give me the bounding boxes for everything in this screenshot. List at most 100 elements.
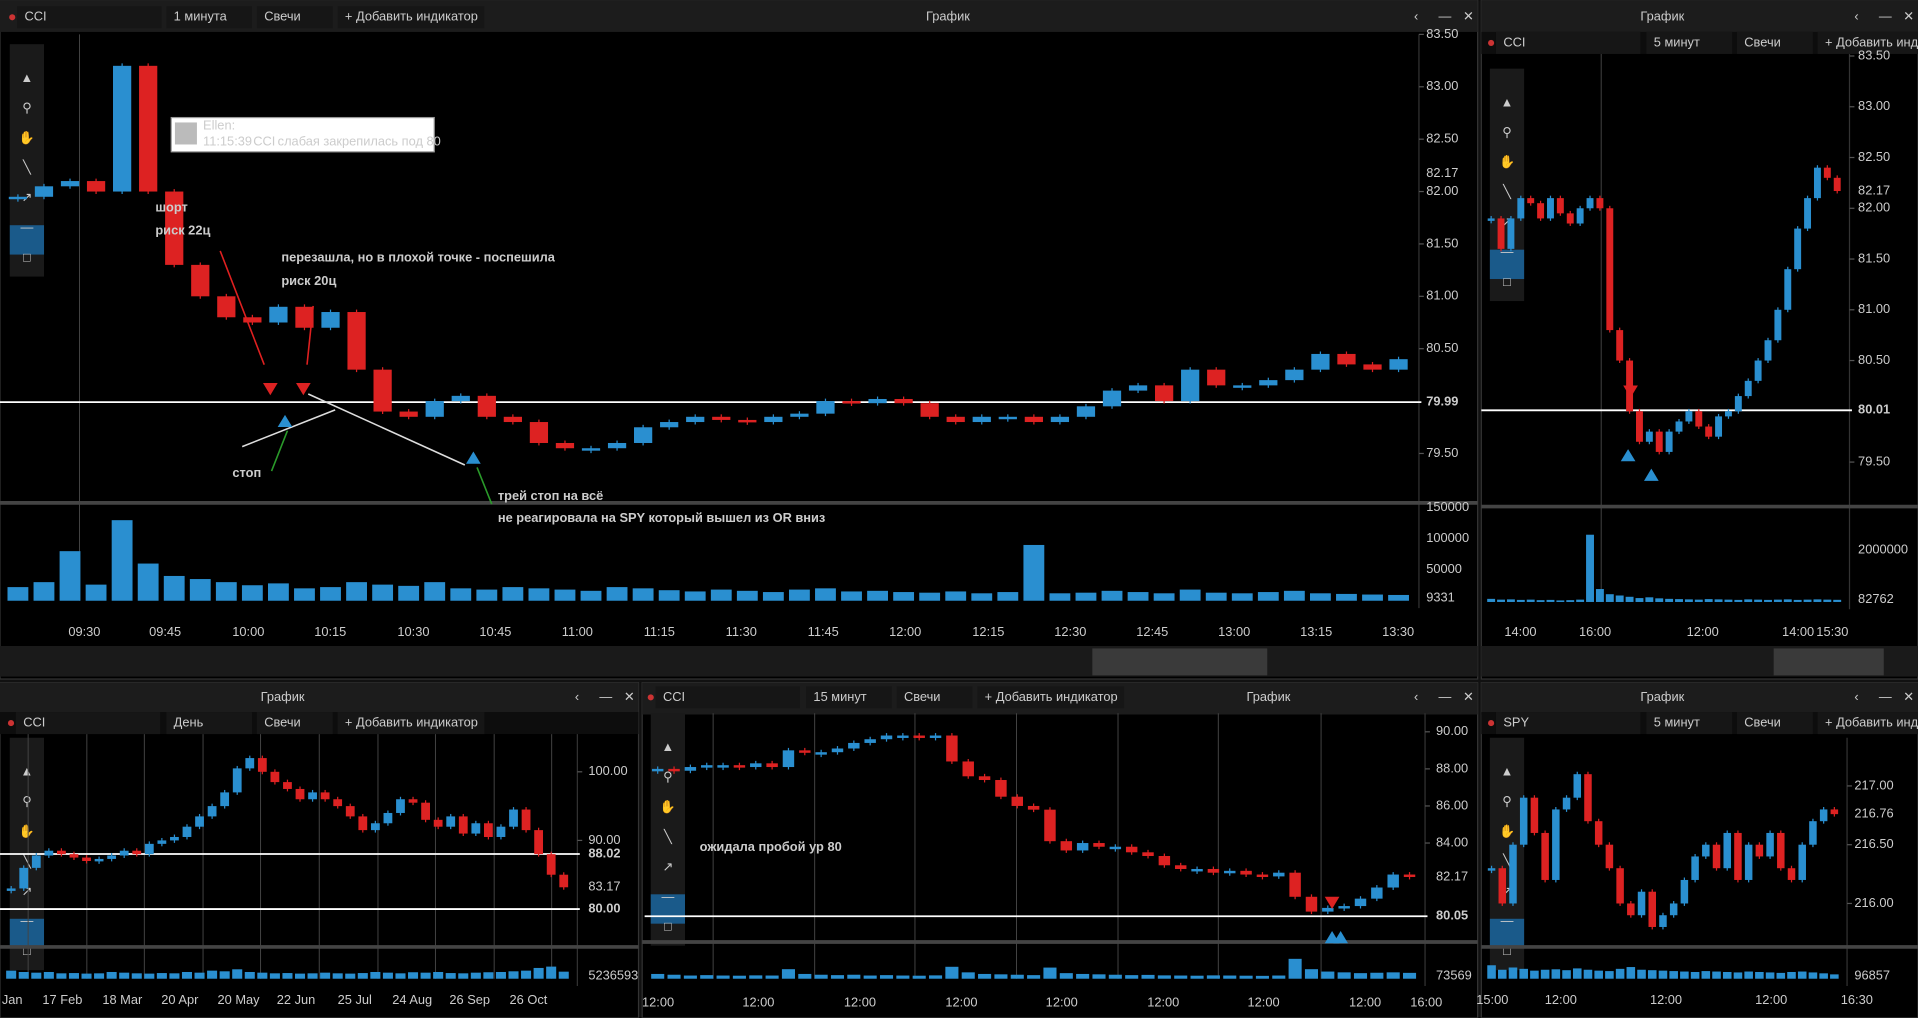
toolbar-interval[interactable]: 5 минут (1654, 714, 1700, 729)
toolbar-field[interactable] (1646, 31, 1733, 54)
volume-bar (1658, 970, 1668, 979)
toolbar-field[interactable] (1736, 712, 1813, 735)
toolbar-field[interactable] (806, 686, 892, 709)
toolbar-field[interactable] (256, 712, 333, 735)
toolbar-field[interactable] (337, 6, 485, 29)
tool-icon[interactable]: ⚲ (1502, 124, 1511, 139)
window-button[interactable]: ✕ (1903, 9, 1914, 24)
tool-icon[interactable]: ⚲ (1502, 793, 1511, 808)
toolbar-field[interactable] (655, 686, 800, 709)
toolbar-add-indicator[interactable]: + Добавить индикатор (1825, 34, 1918, 49)
tool-icon[interactable]: — (20, 913, 33, 928)
tool-icon[interactable]: — (20, 220, 33, 235)
tool-icon[interactable]: ╲ (22, 159, 32, 176)
tool-icon[interactable]: □ (23, 943, 31, 958)
window-button[interactable]: — (1879, 689, 1892, 704)
window-button[interactable]: ‹ (575, 689, 579, 704)
window-button[interactable]: ✕ (1463, 689, 1474, 704)
tool-icon[interactable]: ⚲ (22, 100, 31, 115)
tool-icon[interactable]: — (1501, 913, 1514, 928)
toolbar-field[interactable] (17, 6, 162, 29)
tool-icon[interactable]: □ (1503, 943, 1511, 958)
toolbar-field[interactable] (337, 712, 485, 735)
tool-icon[interactable]: ▲ (21, 763, 34, 778)
candle (929, 735, 942, 738)
toolbar-add-indicator[interactable]: + Добавить индикатор (345, 9, 478, 24)
toolbar-field[interactable] (1736, 31, 1813, 54)
tool-icon[interactable]: — (661, 889, 674, 904)
toolbar-symbol[interactable]: SPY (1503, 714, 1529, 729)
window-button[interactable]: ‹ (1414, 689, 1418, 704)
toolbar-add-indicator[interactable]: + Добавить индикатор (1825, 714, 1918, 729)
candle (1680, 879, 1689, 904)
toolbar-interval[interactable]: 5 минут (1654, 34, 1700, 49)
toolbar-chart-style[interactable]: Свечи (904, 689, 941, 704)
tool-icon[interactable]: ↗ (22, 883, 33, 898)
window-button[interactable]: ‹ (1414, 9, 1418, 24)
window-button[interactable]: ‹ (1854, 689, 1858, 704)
window-button[interactable]: ✕ (1463, 9, 1474, 24)
time-label: 22 Jun (277, 992, 316, 1007)
tool-icon[interactable]: ▲ (1501, 763, 1514, 778)
toolbar-symbol[interactable]: CCI (663, 689, 685, 704)
tool-icon[interactable]: ╲ (1502, 183, 1512, 200)
window-button[interactable]: — (1439, 689, 1452, 704)
tool-icon[interactable]: ▲ (662, 739, 675, 754)
toolbar-field[interactable] (1495, 712, 1641, 735)
toolbar-add-indicator[interactable]: + Добавить индикатор (345, 714, 478, 729)
window-button[interactable]: ✕ (1903, 689, 1914, 704)
toolbar-field[interactable] (166, 6, 252, 29)
tool-icon[interactable]: ▲ (21, 70, 34, 85)
tool-icon[interactable]: ↗ (1502, 883, 1513, 898)
tool-icon[interactable]: ↗ (663, 859, 674, 874)
toolbar-chart-style[interactable]: Свечи (264, 9, 301, 24)
toolbar-field[interactable] (256, 6, 333, 29)
toolbar-field[interactable] (166, 712, 252, 735)
toolbar-field[interactable] (15, 712, 161, 735)
tool-icon[interactable]: ✋ (19, 130, 35, 145)
window-button[interactable]: — (599, 689, 612, 704)
toolbar-symbol[interactable]: CCI (1503, 34, 1525, 49)
window-button[interactable]: — (1879, 9, 1892, 24)
tool-icon[interactable]: □ (23, 250, 31, 265)
candle (782, 750, 795, 768)
tool-icon[interactable]: ⚲ (663, 769, 672, 784)
comment-text: слабая закрепилась под 80 (278, 133, 441, 148)
toolbar-field[interactable] (1817, 31, 1918, 54)
toolbar-chart-style[interactable]: Свечи (264, 714, 301, 729)
toolbar-chart-style[interactable]: Свечи (1744, 714, 1780, 729)
tool-icon[interactable]: ✋ (19, 823, 35, 838)
toolbar-interval[interactable]: 15 минут (813, 689, 866, 704)
toolbar-interval[interactable]: 1 минута (174, 9, 228, 24)
tool-icon[interactable]: □ (664, 919, 672, 934)
volume-bar (398, 585, 420, 601)
candle (358, 816, 368, 831)
scroll-thumb[interactable] (1773, 648, 1884, 676)
toolbar-add-indicator[interactable]: + Добавить индикатор (985, 689, 1118, 704)
tool-icon[interactable]: □ (1503, 274, 1511, 289)
tool-icon[interactable]: ✋ (660, 799, 676, 814)
toolbar-symbol[interactable]: CCI (24, 9, 46, 24)
toolbar-field[interactable] (896, 686, 973, 709)
window-button[interactable]: — (1439, 9, 1452, 24)
toolbar-chart-style[interactable]: Свечи (1744, 34, 1780, 49)
tool-icon[interactable]: ✋ (1499, 823, 1515, 838)
window-button[interactable]: ✕ (624, 689, 635, 704)
toolbar-field[interactable] (1817, 712, 1918, 735)
tool-icon[interactable]: ╲ (663, 828, 673, 845)
tool-icon[interactable]: ⚲ (22, 793, 31, 808)
tool-icon[interactable]: ╲ (1502, 852, 1512, 869)
chart-panel: График ‹ — ✕ CCI День Свечи + Добавить индикато… (0, 682, 640, 1018)
tool-icon[interactable]: ▲ (1501, 94, 1514, 109)
toolbar-field[interactable] (1646, 712, 1733, 735)
toolbar-symbol[interactable]: CCI (23, 714, 45, 729)
tool-icon[interactable]: ✋ (1499, 154, 1515, 169)
toolbar-field[interactable] (1495, 31, 1641, 54)
volume-bar (111, 520, 133, 601)
tool-icon[interactable]: ↗ (1502, 214, 1513, 229)
tool-icon[interactable]: ╲ (22, 852, 32, 869)
toolbar-interval[interactable]: День (174, 714, 204, 729)
window-button[interactable]: ‹ (1854, 9, 1858, 24)
toolbar-field[interactable] (977, 686, 1125, 709)
scroll-thumb[interactable] (1092, 648, 1268, 676)
